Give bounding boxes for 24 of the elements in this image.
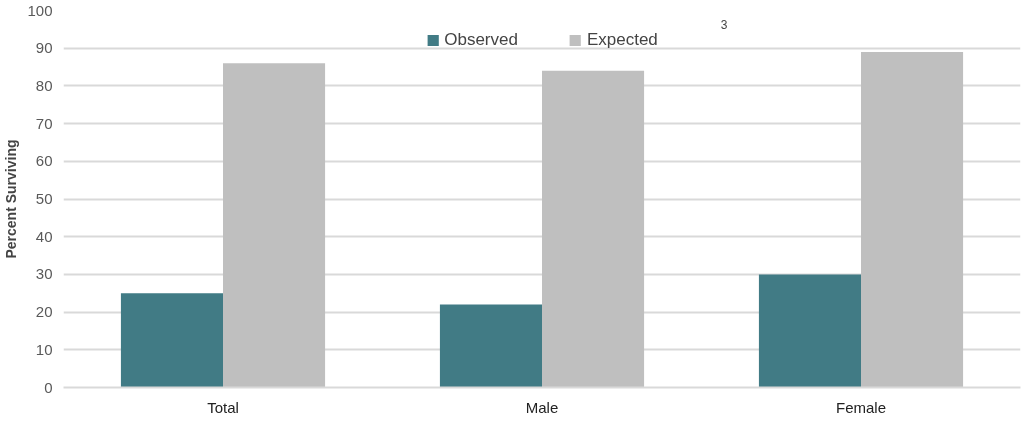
y-tick-label: 60	[35, 152, 53, 170]
y-tick-label: 80	[35, 76, 53, 94]
y-tick-label: 70	[35, 114, 53, 132]
y-tick-label: 90	[35, 39, 53, 57]
x-tick-label: Female	[835, 398, 887, 416]
y-axis-title: Percent Surviving	[3, 139, 20, 259]
y-tick-label: 0	[44, 378, 53, 396]
bar	[120, 293, 223, 388]
bar	[439, 304, 542, 388]
x-tick-label: Total	[207, 398, 239, 416]
bar	[223, 63, 326, 388]
x-tick-label: Male	[525, 398, 559, 416]
y-tick-label: 20	[35, 303, 53, 321]
legend-label: Observed	[444, 30, 518, 50]
y-tick-label: 100	[27, 1, 53, 19]
y-tick-label: 10	[35, 340, 53, 358]
annotation: 3	[720, 18, 728, 33]
bar	[758, 274, 861, 388]
y-tick-label: 50	[35, 190, 53, 207]
y-tick-label: 40	[35, 227, 53, 245]
y-tick-label: 30	[35, 265, 53, 283]
legend-label: Expected	[586, 30, 658, 50]
bar	[861, 51, 964, 388]
bar	[542, 70, 645, 388]
